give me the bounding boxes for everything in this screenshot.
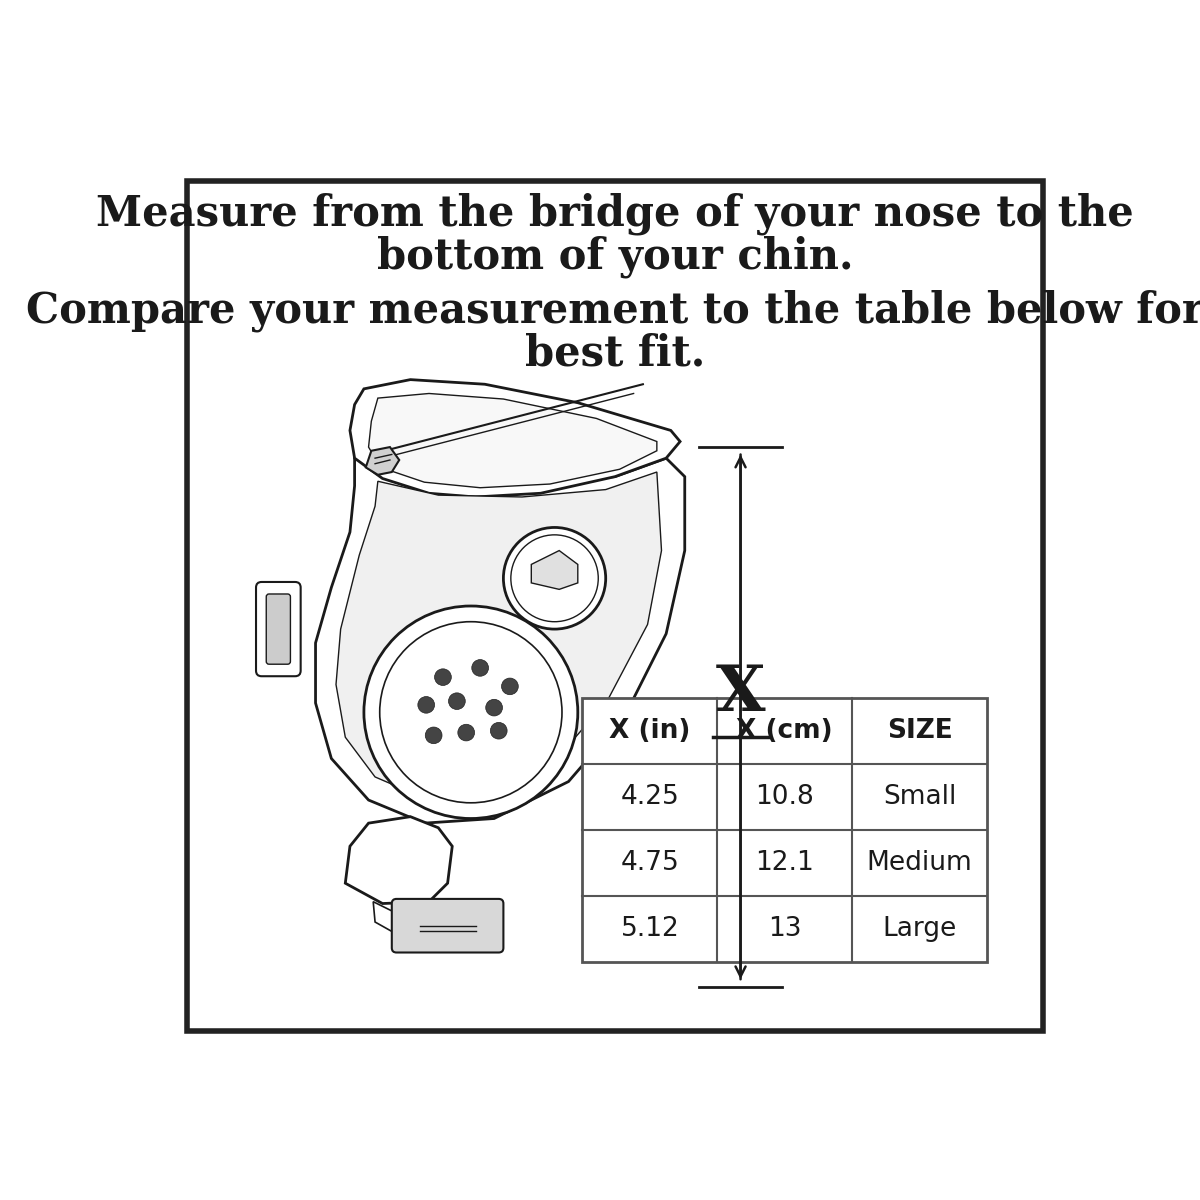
- Text: best fit.: best fit.: [524, 332, 706, 374]
- Text: 13: 13: [768, 916, 802, 942]
- Text: Medium: Medium: [866, 850, 972, 876]
- Polygon shape: [368, 394, 656, 487]
- Circle shape: [491, 722, 508, 739]
- Polygon shape: [336, 472, 661, 798]
- Text: 4.25: 4.25: [620, 784, 679, 810]
- Circle shape: [472, 660, 488, 677]
- Circle shape: [449, 692, 466, 709]
- Text: SIZE: SIZE: [887, 719, 953, 744]
- FancyBboxPatch shape: [391, 899, 504, 953]
- Text: 10.8: 10.8: [755, 784, 814, 810]
- Circle shape: [379, 622, 562, 803]
- Circle shape: [425, 727, 442, 744]
- Text: 12.1: 12.1: [755, 850, 814, 876]
- Text: X: X: [715, 664, 766, 725]
- Polygon shape: [366, 448, 400, 475]
- Circle shape: [504, 528, 606, 629]
- Polygon shape: [532, 551, 578, 589]
- Text: Large: Large: [882, 916, 956, 942]
- Text: X (cm): X (cm): [737, 719, 833, 744]
- Circle shape: [418, 696, 434, 713]
- Bar: [582, 698, 986, 961]
- Text: Measure from the bridge of your nose to the: Measure from the bridge of your nose to …: [96, 192, 1134, 234]
- Polygon shape: [350, 379, 680, 497]
- FancyBboxPatch shape: [256, 582, 301, 677]
- Circle shape: [486, 700, 503, 716]
- Polygon shape: [346, 817, 452, 904]
- Text: 5.12: 5.12: [620, 916, 679, 942]
- Polygon shape: [316, 458, 685, 823]
- Polygon shape: [373, 901, 452, 934]
- FancyBboxPatch shape: [266, 594, 290, 665]
- Text: X (in): X (in): [610, 719, 690, 744]
- Circle shape: [502, 678, 518, 695]
- Circle shape: [364, 606, 578, 818]
- Text: 4.75: 4.75: [620, 850, 679, 876]
- Text: Compare your measurement to the table below for: Compare your measurement to the table be…: [26, 289, 1200, 331]
- Text: bottom of your chin.: bottom of your chin.: [377, 235, 853, 278]
- Circle shape: [434, 668, 451, 685]
- Circle shape: [458, 725, 474, 740]
- Text: Small: Small: [883, 784, 956, 810]
